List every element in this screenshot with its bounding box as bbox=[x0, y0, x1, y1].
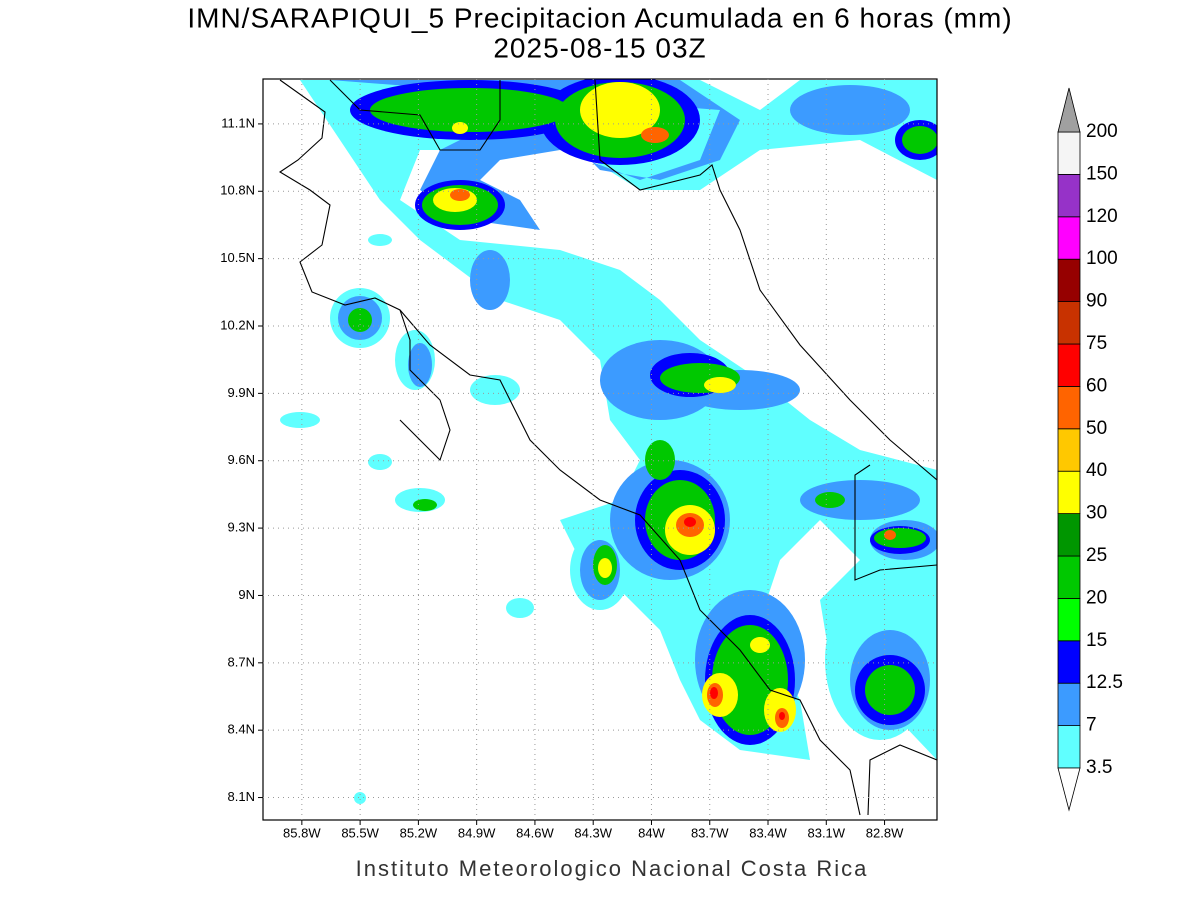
colorbar-segment bbox=[1057, 343, 1081, 387]
colorbar-segment bbox=[1057, 131, 1081, 175]
y-tick-label: 11.1N bbox=[221, 115, 255, 130]
y-tick-label: 8.7N bbox=[228, 654, 255, 669]
colorbar-segment bbox=[1057, 301, 1081, 345]
colorbar-segment bbox=[1057, 428, 1081, 472]
colorbar-segment bbox=[1057, 216, 1081, 260]
colorbar-segment bbox=[1057, 470, 1081, 515]
colorbar-label: 200 bbox=[1086, 121, 1118, 142]
coastline bbox=[867, 744, 937, 816]
y-tick-label: 10.5N bbox=[220, 250, 255, 265]
colorbar-over bbox=[1057, 87, 1081, 133]
y-tick-label: 9.9N bbox=[228, 385, 255, 400]
x-tick-label: 84.9W bbox=[458, 825, 496, 840]
y-tick-label: 9N bbox=[238, 587, 255, 602]
x-tick-label: 84W bbox=[638, 825, 665, 840]
coastline bbox=[278, 79, 861, 816]
coastline bbox=[594, 79, 937, 481]
colorbar-segment bbox=[1057, 640, 1081, 684]
colorbar-label: 150 bbox=[1086, 163, 1118, 184]
y-tick-label: 8.4N bbox=[228, 722, 255, 737]
coastlines bbox=[278, 79, 937, 816]
x-tick-label: 83.7W bbox=[691, 825, 729, 840]
x-tick-label: 84.6W bbox=[516, 825, 554, 840]
subtitle: 2025-08-15 03Z bbox=[493, 32, 706, 63]
colorbar-label: 50 bbox=[1086, 418, 1107, 439]
colorbar-label: 3.5 bbox=[1086, 757, 1112, 778]
y-tick-label: 10.2N bbox=[220, 317, 255, 332]
coastline bbox=[399, 309, 451, 462]
y-tick-label: 9.3N bbox=[228, 520, 255, 535]
colorbar-label: 20 bbox=[1086, 587, 1107, 608]
y-tick-label: 9.6N bbox=[228, 452, 255, 467]
precip-3-5 bbox=[280, 80, 937, 804]
colorbar-under bbox=[1057, 767, 1081, 812]
colorbar-label: 30 bbox=[1086, 503, 1107, 524]
colorbar-label: 60 bbox=[1086, 375, 1107, 396]
colorbar-segment bbox=[1057, 513, 1081, 557]
colorbar-segment bbox=[1057, 682, 1081, 727]
coastline bbox=[854, 464, 937, 581]
colorbar-label: 12.5 bbox=[1086, 672, 1123, 693]
x-tick-label: 84.3W bbox=[574, 825, 612, 840]
colorbar-segment bbox=[1057, 725, 1081, 769]
colorbar-label: 75 bbox=[1086, 333, 1107, 354]
colorbar-label: 120 bbox=[1086, 206, 1118, 227]
colorbar-segment bbox=[1057, 598, 1081, 642]
colorbar-segment bbox=[1057, 555, 1081, 599]
y-tick-label: 8.1N bbox=[228, 789, 255, 804]
footer: Instituto Meteorologico Nacional Costa R… bbox=[356, 856, 869, 881]
colorbar-label: 90 bbox=[1086, 291, 1107, 312]
x-tick-label: 82.8W bbox=[866, 825, 904, 840]
colorbar-label: 7 bbox=[1086, 715, 1097, 736]
x-tick-label: 85.8W bbox=[283, 825, 321, 840]
colorbar-segment bbox=[1057, 173, 1081, 218]
x-tick-label: 83.4W bbox=[749, 825, 787, 840]
colorbar-label: 40 bbox=[1086, 460, 1107, 481]
colorbar-segment bbox=[1057, 258, 1081, 303]
x-tick-label: 85.2W bbox=[400, 825, 438, 840]
x-tick-label: 85.5W bbox=[341, 825, 379, 840]
colorbar-label: 15 bbox=[1086, 630, 1107, 651]
y-tick-label: 10.8N bbox=[220, 183, 255, 198]
colorbar-label: 100 bbox=[1086, 248, 1118, 269]
map-frame bbox=[262, 78, 938, 821]
colorbar-label: 25 bbox=[1086, 545, 1107, 566]
precip-field bbox=[280, 79, 937, 804]
x-tick-label: 83.1W bbox=[807, 825, 845, 840]
precip-60 bbox=[684, 517, 785, 720]
colorbar-segment bbox=[1057, 385, 1081, 430]
title: IMN/SARAPIQUI_5 Precipitacion Acumulada … bbox=[187, 2, 1012, 33]
